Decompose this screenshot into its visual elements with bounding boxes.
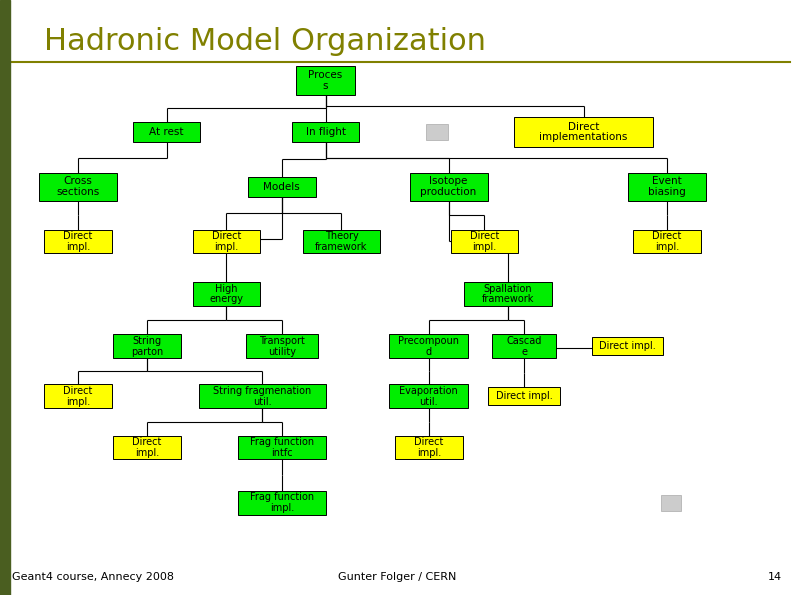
FancyBboxPatch shape xyxy=(303,230,380,253)
FancyBboxPatch shape xyxy=(410,173,488,201)
FancyBboxPatch shape xyxy=(133,122,200,142)
Text: Direct
impl.: Direct impl. xyxy=(470,231,499,252)
Text: Direct
impl.: Direct impl. xyxy=(133,437,161,458)
Text: Direct
impl.: Direct impl. xyxy=(414,437,443,458)
Text: 14: 14 xyxy=(768,572,782,582)
Text: Direct impl.: Direct impl. xyxy=(495,392,553,401)
Text: Hadronic Model Organization: Hadronic Model Organization xyxy=(44,27,486,56)
FancyBboxPatch shape xyxy=(634,230,700,253)
FancyBboxPatch shape xyxy=(389,334,468,358)
Text: Direct
impl.: Direct impl. xyxy=(64,231,92,252)
FancyBboxPatch shape xyxy=(113,436,180,459)
FancyBboxPatch shape xyxy=(661,495,681,511)
Text: Isotope
production: Isotope production xyxy=(421,177,476,197)
FancyBboxPatch shape xyxy=(451,230,518,253)
Text: Transport
utility: Transport utility xyxy=(259,336,305,356)
FancyBboxPatch shape xyxy=(44,384,111,408)
Text: Direct
implementations: Direct implementations xyxy=(539,122,628,142)
Text: String fragmenation
util.: String fragmenation util. xyxy=(213,386,311,406)
FancyBboxPatch shape xyxy=(192,282,260,306)
Text: Theory
framework: Theory framework xyxy=(315,231,368,252)
Text: Direct
impl.: Direct impl. xyxy=(64,386,92,406)
FancyBboxPatch shape xyxy=(492,334,556,358)
Text: Models: Models xyxy=(264,182,300,192)
Text: Direct
impl.: Direct impl. xyxy=(212,231,241,252)
Text: Frag function
impl.: Frag function impl. xyxy=(250,493,314,513)
Text: Cross
sections: Cross sections xyxy=(56,177,99,197)
FancyBboxPatch shape xyxy=(426,124,448,140)
Text: Spallation
framework: Spallation framework xyxy=(482,284,534,304)
Text: Event
biasing: Event biasing xyxy=(648,177,686,197)
FancyBboxPatch shape xyxy=(44,230,111,253)
Text: Direct impl.: Direct impl. xyxy=(599,342,656,351)
FancyBboxPatch shape xyxy=(395,436,462,459)
Text: At rest: At rest xyxy=(149,127,184,137)
Text: Geant4 course, Annecy 2008: Geant4 course, Annecy 2008 xyxy=(12,572,174,582)
Text: String
parton: String parton xyxy=(131,336,163,356)
FancyBboxPatch shape xyxy=(292,122,359,142)
Text: Precompoun
d: Precompoun d xyxy=(399,336,459,356)
Text: Frag function
intfc: Frag function intfc xyxy=(250,437,314,458)
FancyBboxPatch shape xyxy=(628,173,706,201)
FancyBboxPatch shape xyxy=(515,117,653,147)
FancyBboxPatch shape xyxy=(488,387,560,405)
FancyBboxPatch shape xyxy=(198,384,326,408)
FancyBboxPatch shape xyxy=(592,337,663,355)
Text: High
energy: High energy xyxy=(210,284,243,304)
FancyBboxPatch shape xyxy=(238,491,326,515)
FancyBboxPatch shape xyxy=(113,334,180,358)
Text: Proces
s: Proces s xyxy=(308,70,343,90)
FancyBboxPatch shape xyxy=(389,384,468,408)
FancyBboxPatch shape xyxy=(246,334,318,358)
FancyBboxPatch shape xyxy=(464,282,552,306)
Text: Direct
impl.: Direct impl. xyxy=(653,231,681,252)
FancyBboxPatch shape xyxy=(295,66,356,95)
Text: Gunter Folger / CERN: Gunter Folger / CERN xyxy=(337,572,457,582)
FancyBboxPatch shape xyxy=(248,177,316,196)
FancyBboxPatch shape xyxy=(39,173,117,201)
Text: Evaporation
util.: Evaporation util. xyxy=(399,386,458,406)
FancyBboxPatch shape xyxy=(238,436,326,459)
Text: Cascad
e: Cascad e xyxy=(507,336,542,356)
Text: In flight: In flight xyxy=(306,127,345,137)
FancyBboxPatch shape xyxy=(192,230,260,253)
